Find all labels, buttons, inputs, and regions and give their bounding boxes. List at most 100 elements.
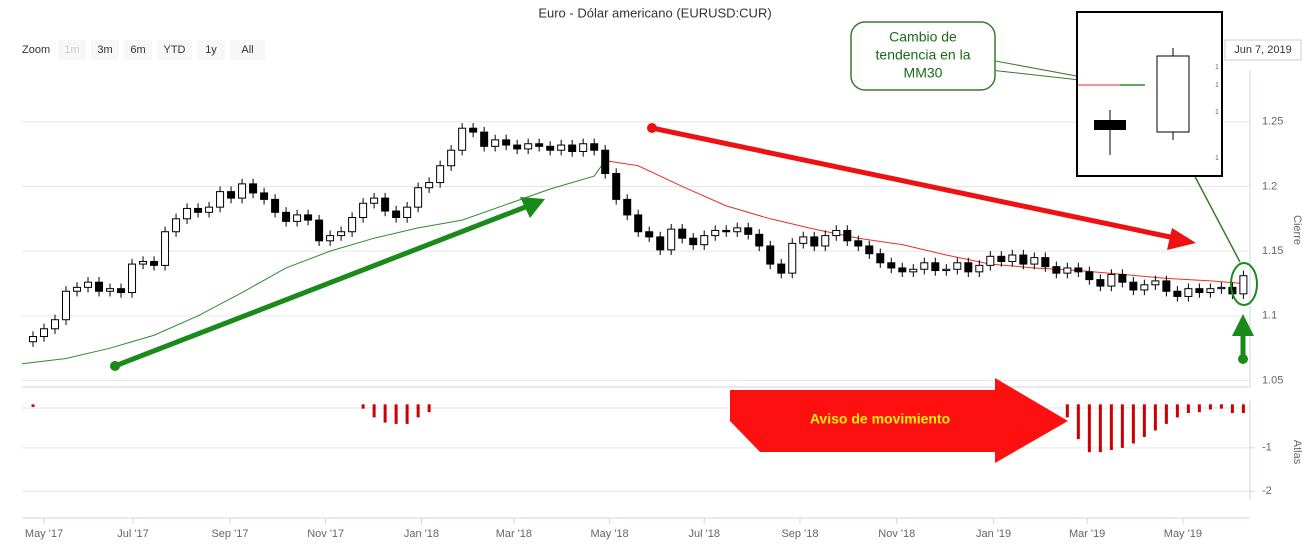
candle-body — [601, 149, 610, 175]
candle-body — [29, 336, 38, 343]
candle-body — [986, 255, 995, 266]
candle-body — [1173, 290, 1182, 297]
candle-body — [95, 281, 104, 292]
y2-axis-title: Atlas — [1291, 440, 1303, 465]
zoom-button[interactable]: All — [230, 40, 265, 60]
atlas-bar — [427, 404, 431, 413]
candle-body — [799, 236, 808, 244]
candle-body — [788, 242, 797, 274]
atlas-bar — [361, 404, 365, 409]
candle-body — [700, 235, 709, 246]
atlas-bar — [1230, 404, 1234, 414]
x-tick-label: Mar '18 — [496, 528, 532, 540]
moving-average — [605, 160, 1244, 284]
button-label[interactable]: 1y — [205, 44, 217, 56]
candle-body — [1008, 254, 1017, 262]
candle-body — [1217, 286, 1226, 290]
y-tick-label: 1.25 — [1262, 116, 1283, 128]
candle-body — [51, 319, 60, 330]
x-tick-label: Jan '19 — [976, 528, 1011, 540]
y-tick-label: 1.2 — [1262, 180, 1277, 192]
candle-body — [645, 231, 654, 238]
candle-body — [348, 217, 357, 233]
candle-body — [304, 214, 313, 221]
button-label[interactable]: All — [241, 44, 253, 56]
button-bg[interactable] — [230, 40, 265, 60]
zoom-button[interactable]: 1m — [58, 40, 86, 60]
atlas-bar — [1153, 404, 1157, 431]
candle-body — [975, 264, 984, 273]
inset-label: 1 — [1215, 155, 1219, 162]
candle-body — [150, 260, 159, 266]
button-label[interactable]: YTD — [164, 44, 186, 56]
candle-body — [326, 235, 335, 242]
button-bg[interactable] — [197, 40, 225, 60]
zoom-label: Zoom — [22, 44, 50, 56]
date-input[interactable]: Jun 7, 2019 — [1224, 39, 1302, 61]
candle-body — [513, 144, 522, 150]
candle-body — [678, 228, 687, 239]
date-box[interactable] — [1224, 39, 1302, 61]
button-bg[interactable] — [157, 40, 192, 60]
button-bg[interactable] — [124, 40, 152, 60]
candle-body — [623, 198, 632, 216]
candle-body — [491, 139, 500, 147]
candle-body — [931, 262, 940, 272]
x-tick-label: Nov '18 — [878, 528, 915, 540]
button-label[interactable]: 1m — [64, 44, 79, 56]
y-tick-label: 1.15 — [1262, 245, 1283, 257]
candle-body — [1085, 271, 1094, 281]
grid: 1.05 1.1 1.15 1.2 1.25 -1 -2 May '17 Jul '17 Sep … — [22, 70, 1283, 540]
candle-body — [315, 219, 324, 242]
candle-body — [381, 197, 390, 212]
candle-body — [62, 290, 71, 321]
candle-body — [590, 143, 599, 151]
candle-body — [469, 127, 478, 133]
candle-body — [293, 214, 302, 222]
atlas-bar — [372, 404, 376, 418]
button-label[interactable]: 6m — [130, 44, 145, 56]
candle-body — [744, 227, 753, 235]
candle-body — [887, 262, 896, 269]
atlas-bar — [1142, 404, 1146, 437]
callout-line: Cambio de — [889, 29, 957, 45]
candle-body — [73, 286, 82, 292]
candle-body — [337, 231, 346, 237]
zoom-button[interactable]: YTD — [157, 40, 192, 60]
button-bg[interactable] — [91, 40, 119, 60]
candle-body — [271, 198, 280, 213]
candle-body — [656, 236, 665, 251]
zoom-button[interactable]: 6m — [124, 40, 152, 60]
zoom-button[interactable]: 1y — [197, 40, 225, 60]
atlas-bar — [383, 404, 387, 423]
candle-body — [227, 191, 236, 199]
button-label[interactable]: 3m — [97, 44, 112, 56]
candle-body — [1074, 267, 1083, 273]
candle-body — [1140, 284, 1149, 291]
candle-body — [667, 228, 676, 251]
candle-body — [568, 144, 577, 153]
zoom-buttons: 1m 3m 6m YTD 1y All — [58, 40, 265, 60]
inset-candle — [1156, 55, 1190, 133]
atlas-bar — [394, 404, 398, 424]
x-tick-label: Sep '17 — [211, 528, 248, 540]
candle-body — [172, 218, 181, 233]
candle-body — [964, 262, 973, 273]
x-tick-label: Sep '18 — [781, 528, 818, 540]
inset — [1076, 11, 1223, 177]
candle-body — [1063, 267, 1072, 274]
zoom-button[interactable]: 3m — [91, 40, 119, 60]
atlas-bar — [1164, 404, 1168, 424]
atlas-bar — [1175, 404, 1179, 418]
candle-body — [282, 211, 291, 222]
candle-body — [249, 183, 258, 194]
candle-body — [909, 268, 918, 273]
candle-body — [1129, 281, 1138, 291]
atlas-bar — [1120, 404, 1124, 448]
button-bg[interactable] — [58, 40, 86, 60]
candle-body — [777, 263, 786, 274]
y2-tick-label: -2 — [1262, 485, 1272, 497]
candle-body — [425, 182, 434, 189]
candle-body — [612, 173, 621, 200]
